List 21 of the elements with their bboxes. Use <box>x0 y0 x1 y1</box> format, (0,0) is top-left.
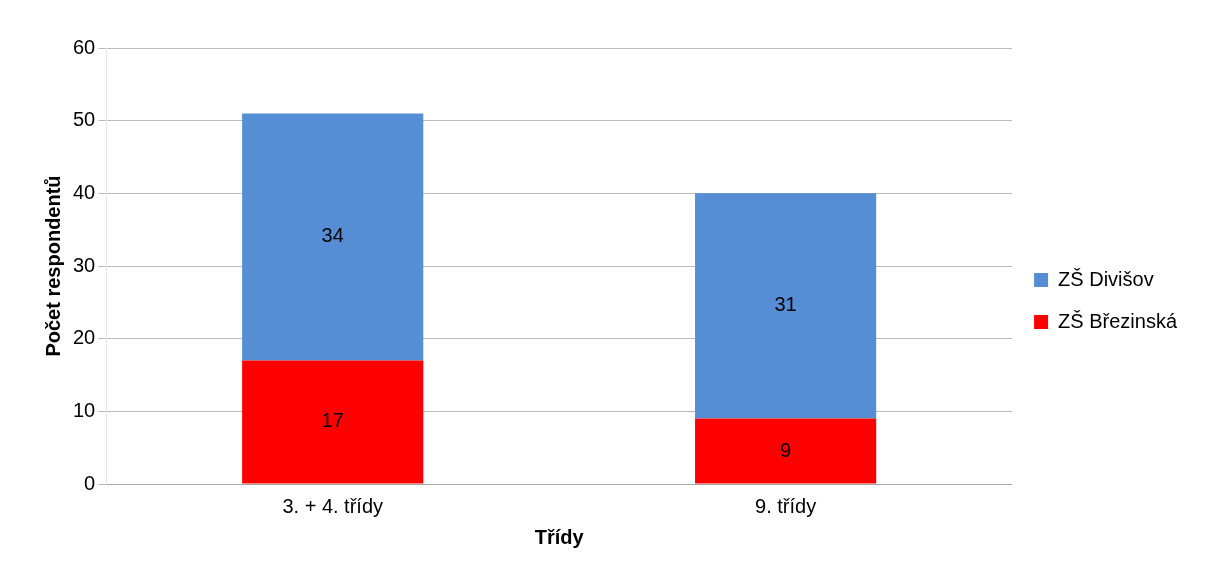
bar <box>695 193 877 419</box>
data-label: 34 <box>321 224 344 247</box>
data-label: 31 <box>774 293 797 316</box>
y-tick-label: 60 <box>73 35 96 58</box>
y-axis-title: Počet respondentů <box>41 175 64 357</box>
bar <box>242 360 424 484</box>
y-tick-label: 20 <box>73 326 96 349</box>
y-tick-label: 30 <box>73 253 96 276</box>
y-tick-label: 0 <box>84 471 96 494</box>
legend-label: ZŠ Březinská <box>1058 309 1178 332</box>
bar <box>695 418 877 484</box>
y-tick-label: 10 <box>73 398 96 421</box>
y-tick-label: 50 <box>73 108 96 131</box>
x-tick-label: 9. třídy <box>755 494 817 517</box>
data-label: 17 <box>321 409 344 432</box>
data-label: 9 <box>780 438 792 461</box>
legend-label: ZŠ Divišov <box>1058 267 1154 290</box>
x-tick-label: 3. + 4. třídy <box>282 494 384 517</box>
x-axis-title: Třídy <box>534 525 585 548</box>
y-tick-label: 40 <box>73 180 96 203</box>
bar <box>242 113 424 361</box>
